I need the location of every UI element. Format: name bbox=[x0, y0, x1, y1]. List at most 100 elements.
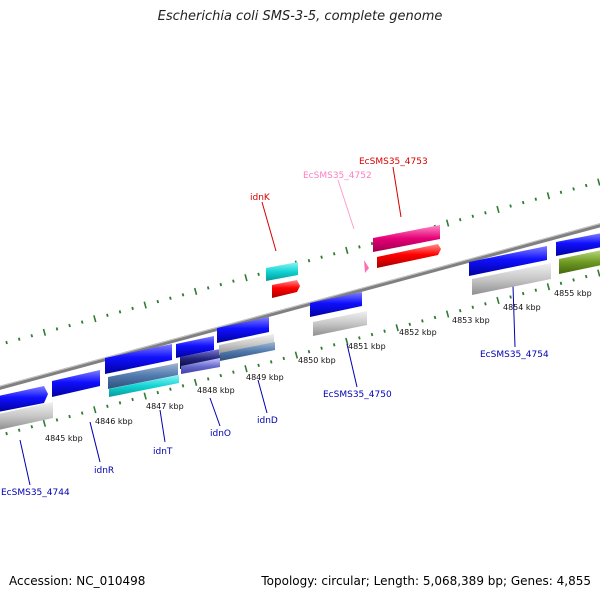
lower-tick-mark bbox=[269, 360, 273, 364]
lower-tick-mark bbox=[80, 411, 84, 415]
upper-tick-mark bbox=[584, 183, 588, 188]
lower-tick-mark bbox=[131, 397, 134, 402]
pink-small-gene-ecsms35-4752 bbox=[364, 260, 369, 273]
upper-tick-mark bbox=[546, 192, 551, 200]
blue-gene-idno bbox=[176, 336, 214, 358]
upper-tick-mark bbox=[358, 245, 361, 249]
upper-tick-mark bbox=[55, 327, 59, 331]
lower-tick-mark bbox=[232, 370, 235, 374]
lower-tick-mark bbox=[584, 274, 588, 279]
cyan-gene-idnk-upper bbox=[266, 262, 298, 281]
upper-tick-mark bbox=[257, 272, 260, 276]
lower-tick-mark bbox=[521, 291, 525, 296]
upper-tick-mark bbox=[118, 310, 122, 314]
lower-tick-mark bbox=[282, 356, 286, 361]
kbp-label-4854: 4854 kbp bbox=[503, 303, 541, 312]
upper-tick-mark bbox=[80, 320, 84, 324]
lower-tick-mark bbox=[445, 310, 450, 318]
gene-label-ecsms35-4750: EcSMS35_4750 bbox=[323, 390, 392, 400]
lower-tick-mark bbox=[332, 343, 336, 347]
leader-idnt bbox=[159, 409, 166, 443]
kbp-label-4850: 4850 kbp bbox=[298, 356, 336, 365]
blue-gene-idnr bbox=[52, 370, 100, 397]
blue-gene-ecsms35-4754 bbox=[469, 246, 547, 276]
blue-gene-idnd bbox=[217, 317, 269, 343]
upper-tick-mark bbox=[30, 334, 34, 338]
purple-gene-idno bbox=[181, 358, 220, 374]
lower-tick-mark bbox=[559, 281, 563, 286]
kbp-label-4846: 4846 kbp bbox=[95, 417, 133, 426]
upper-tick-mark bbox=[496, 205, 500, 214]
lower-tick-mark bbox=[169, 387, 172, 391]
lower-tick-mark bbox=[257, 363, 260, 367]
lower-tick-mark bbox=[307, 349, 311, 354]
kbp-label-4849: 4849 kbp bbox=[246, 373, 284, 382]
kbp-label-4845: 4845 kbp bbox=[45, 434, 83, 443]
upper-tick-mark bbox=[193, 287, 198, 295]
lower-tick-mark bbox=[509, 295, 512, 299]
upper-tick-mark bbox=[521, 200, 525, 205]
lower-tick-mark bbox=[294, 351, 299, 359]
backbone-highlight bbox=[0, 223, 600, 387]
lower-tick-mark bbox=[143, 392, 147, 400]
lower-tick-mark bbox=[345, 337, 349, 345]
gene-label-idnd: idnD bbox=[257, 416, 278, 426]
leader-idnd bbox=[257, 379, 268, 414]
lower-tick-mark bbox=[421, 319, 424, 323]
upper-tick-mark bbox=[219, 282, 223, 287]
upper-tick-mark bbox=[484, 211, 487, 215]
page-title: Escherichia coli SMS-3-5, complete genom… bbox=[157, 9, 443, 24]
lower-tick-mark bbox=[30, 425, 34, 429]
lower-tick-mark bbox=[433, 315, 437, 320]
leader-idno bbox=[209, 397, 221, 427]
lower-tick-mark bbox=[496, 296, 500, 305]
gray-gene-far-left bbox=[0, 402, 53, 430]
upper-tick-mark bbox=[169, 296, 172, 300]
blue-gene-ecsms35-4750 bbox=[310, 292, 362, 317]
lower-tick-mark bbox=[484, 302, 487, 306]
kbp-labels: 4845 kbp 4846 kbp 4847 kbp 4848 kbp 4849… bbox=[45, 289, 592, 443]
upper-tick-mark bbox=[156, 299, 160, 304]
leader-ecsms35-4744 bbox=[19, 439, 31, 486]
lower-tick-mark bbox=[597, 269, 600, 277]
upper-tick-mark bbox=[458, 217, 462, 222]
blue-gene-right-edge bbox=[556, 233, 600, 256]
gene-label-ecsms35-4753: EcSMS35_4753 bbox=[359, 157, 428, 167]
leader-ecsms35-4750 bbox=[346, 343, 358, 388]
leader-idnr bbox=[89, 421, 101, 463]
blue-gene-far-left bbox=[0, 386, 48, 412]
upper-tick-mark bbox=[320, 255, 323, 259]
leader-lines bbox=[19, 166, 516, 486]
upper-tick-mark bbox=[42, 328, 47, 336]
navy-gene-idno bbox=[180, 349, 220, 369]
lower-tick-mark bbox=[370, 332, 374, 337]
lower-tick-mark bbox=[156, 390, 160, 395]
lower-tick-mark bbox=[42, 419, 47, 427]
lower-tick-mark bbox=[471, 305, 475, 309]
kbp-label-4853: 4853 kbp bbox=[452, 316, 490, 325]
leader-ecsms35-4753 bbox=[392, 166, 402, 218]
upper-tick-mark bbox=[131, 306, 134, 311]
lower-tick-mark bbox=[5, 431, 8, 436]
red-gene-idnk bbox=[272, 280, 300, 298]
upper-tick-mark bbox=[143, 301, 147, 309]
kbp-label-4852: 4852 kbp bbox=[399, 328, 437, 337]
steel-gene-idnt bbox=[108, 363, 178, 389]
upper-tick-mark bbox=[572, 187, 575, 191]
lower-tick-mark bbox=[358, 336, 361, 340]
lower-tick-mark bbox=[219, 373, 223, 378]
leader-ecsms35-4754 bbox=[512, 285, 516, 348]
gene-labels: EcSMS35_4753 EcSMS35_4752 idnK EcSMS35_4… bbox=[1, 157, 549, 498]
upper-tick-mark bbox=[559, 190, 563, 195]
gene-label-idnt: idnT bbox=[153, 447, 173, 457]
upper-tick-mark bbox=[244, 274, 248, 282]
upper-tick-mark bbox=[307, 258, 311, 263]
gene-label-idno: idnO bbox=[210, 429, 231, 439]
upper-tick-mark bbox=[332, 252, 336, 256]
lower-tick-mark bbox=[320, 346, 323, 350]
kbp-label-4851: 4851 kbp bbox=[348, 342, 386, 351]
lower-tick-mark bbox=[181, 384, 185, 388]
gene-label-ecsms35-4752: EcSMS35_4752 bbox=[303, 171, 372, 181]
gene-label-idnk: idnK bbox=[250, 193, 271, 203]
